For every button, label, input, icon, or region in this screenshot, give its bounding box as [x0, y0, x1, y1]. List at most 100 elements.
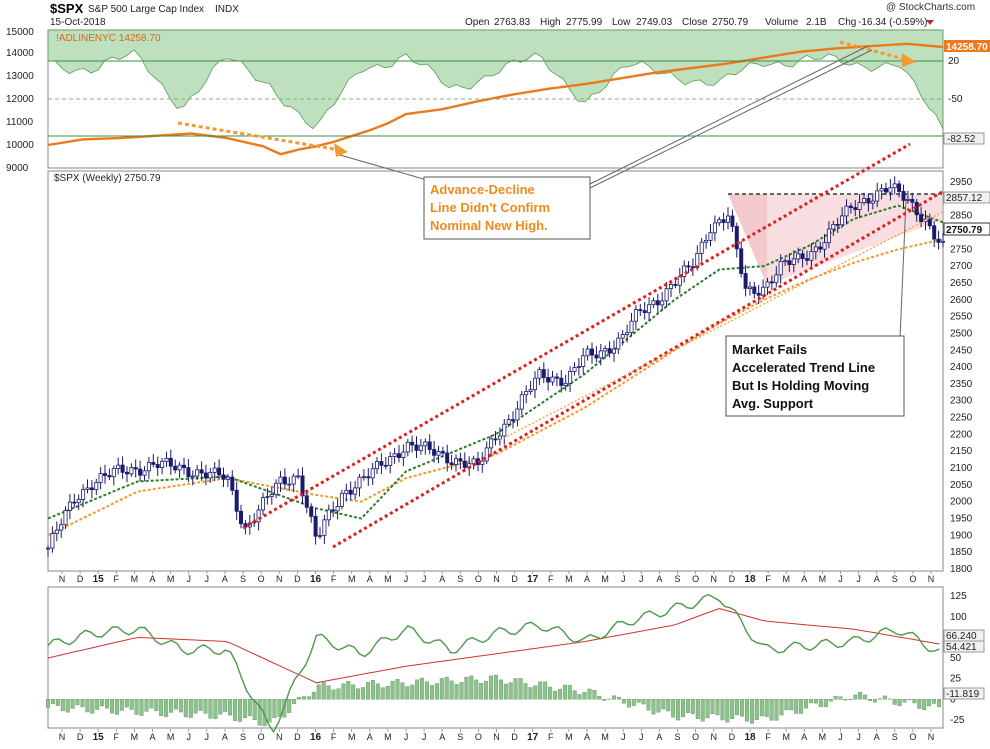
- x-axis-month: O: [909, 732, 916, 742]
- adline-panel: !ADLINENYC 14258.70 15000140001300012000…: [6, 27, 990, 174]
- histogram-bar: [440, 679, 444, 700]
- histogram-bar: [401, 683, 405, 699]
- histogram-bar: [726, 699, 730, 722]
- histogram-bar: [898, 699, 902, 706]
- candle-body: [626, 333, 629, 335]
- histogram-bar: [760, 699, 764, 716]
- histogram-bar: [750, 699, 754, 723]
- x-axis-month: D: [77, 732, 84, 742]
- x-axis-month: F: [765, 574, 771, 584]
- histogram-bar: [342, 684, 346, 700]
- histogram-bar: [460, 682, 464, 699]
- candle-body: [99, 474, 102, 483]
- x-axis-month: A: [439, 574, 445, 584]
- histogram-bar: [509, 683, 513, 700]
- candle-body: [340, 493, 343, 506]
- candle-body: [547, 378, 550, 383]
- histogram-bar: [238, 699, 242, 721]
- histogram-bar: [332, 690, 336, 700]
- adline-y-tick: 12000: [6, 94, 34, 105]
- trend-annotation-line-3: But Is Holding Moving: [732, 378, 869, 393]
- candle-body: [446, 453, 449, 463]
- candle-body: [726, 216, 729, 223]
- candle-body: [678, 277, 681, 286]
- x-axis-month: M: [819, 732, 827, 742]
- x-axis-month: J: [639, 732, 644, 742]
- x-axis-year: 16: [310, 574, 322, 585]
- price-y-tick: 2400: [950, 362, 973, 373]
- x-axis-month: A: [222, 732, 228, 742]
- candle-body: [937, 239, 940, 242]
- histogram-bar: [366, 682, 370, 699]
- candle-body: [862, 199, 865, 203]
- histogram-bar: [386, 686, 390, 699]
- candle-body: [231, 477, 234, 490]
- histogram-bar: [484, 681, 488, 699]
- histogram-bar: [214, 699, 218, 718]
- x-axis-month: F: [331, 732, 337, 742]
- momentum-y-tick: 100: [950, 612, 967, 623]
- candle-body: [507, 420, 510, 425]
- x-axis-month: D: [729, 574, 736, 584]
- high-value: 2775.99: [566, 17, 603, 28]
- x-axis-month: D: [294, 574, 301, 584]
- candle-body: [139, 469, 142, 475]
- candle-body: [367, 477, 370, 478]
- histogram-bar: [322, 683, 326, 700]
- histogram-bar: [361, 688, 365, 700]
- candle-body: [55, 530, 58, 534]
- candle-body: [832, 224, 835, 229]
- histogram-bar: [268, 699, 272, 722]
- candle-body: [560, 378, 563, 385]
- candle-body: [51, 534, 54, 549]
- candle-body: [463, 461, 466, 467]
- histogram-bar: [814, 699, 818, 703]
- x-axis-month: O: [258, 574, 265, 584]
- candle-body: [722, 220, 725, 223]
- osc-last-value: -82.52: [947, 134, 976, 145]
- candle-body: [73, 502, 76, 503]
- histogram-bar: [681, 699, 685, 717]
- histogram-bar: [696, 699, 700, 719]
- histogram-bar: [711, 699, 715, 714]
- x-axis-month: M: [348, 574, 356, 584]
- candle-body: [674, 284, 677, 285]
- x-axis-month: J: [186, 732, 191, 742]
- candle-body: [406, 442, 409, 452]
- price-y-tick: 2250: [950, 413, 973, 424]
- candle-body: [827, 229, 830, 243]
- candle-body: [275, 483, 278, 494]
- candle-body: [450, 463, 453, 465]
- histogram-bar: [71, 699, 75, 708]
- candle-body: [805, 259, 808, 261]
- histogram-bar: [834, 696, 838, 699]
- histogram-bar: [371, 680, 375, 699]
- candle-body: [788, 261, 791, 265]
- x-axis-month: J: [621, 732, 626, 742]
- candle-body: [823, 243, 826, 250]
- x-axis-month: J: [621, 574, 626, 584]
- volume-label: Volume: [765, 17, 799, 28]
- histogram-bar: [297, 697, 301, 699]
- candle-body: [380, 462, 383, 466]
- histogram-bar: [558, 689, 562, 699]
- open-value: 2763.83: [494, 17, 531, 28]
- histogram-bar: [504, 684, 508, 699]
- candle-body: [740, 249, 743, 274]
- histogram-bar: [878, 699, 882, 700]
- candle-body: [125, 472, 128, 474]
- candle-body: [490, 439, 493, 448]
- x-axis-month: F: [548, 732, 554, 742]
- adline-annotation-line-3: Nominal New High.: [430, 218, 548, 233]
- candle-body: [933, 226, 936, 239]
- candle-body: [204, 473, 207, 478]
- x-axis-month: M: [167, 732, 175, 742]
- stockcharts-logo: @ StockCharts.com: [886, 2, 975, 13]
- chg-label: Chg: [838, 17, 856, 28]
- x-axis-month: A: [149, 732, 155, 742]
- histogram-bar: [258, 699, 262, 725]
- x-axis-month: N: [711, 574, 718, 584]
- candle-body: [64, 510, 67, 524]
- candle-body: [577, 367, 580, 368]
- x-axis-month: A: [149, 574, 155, 584]
